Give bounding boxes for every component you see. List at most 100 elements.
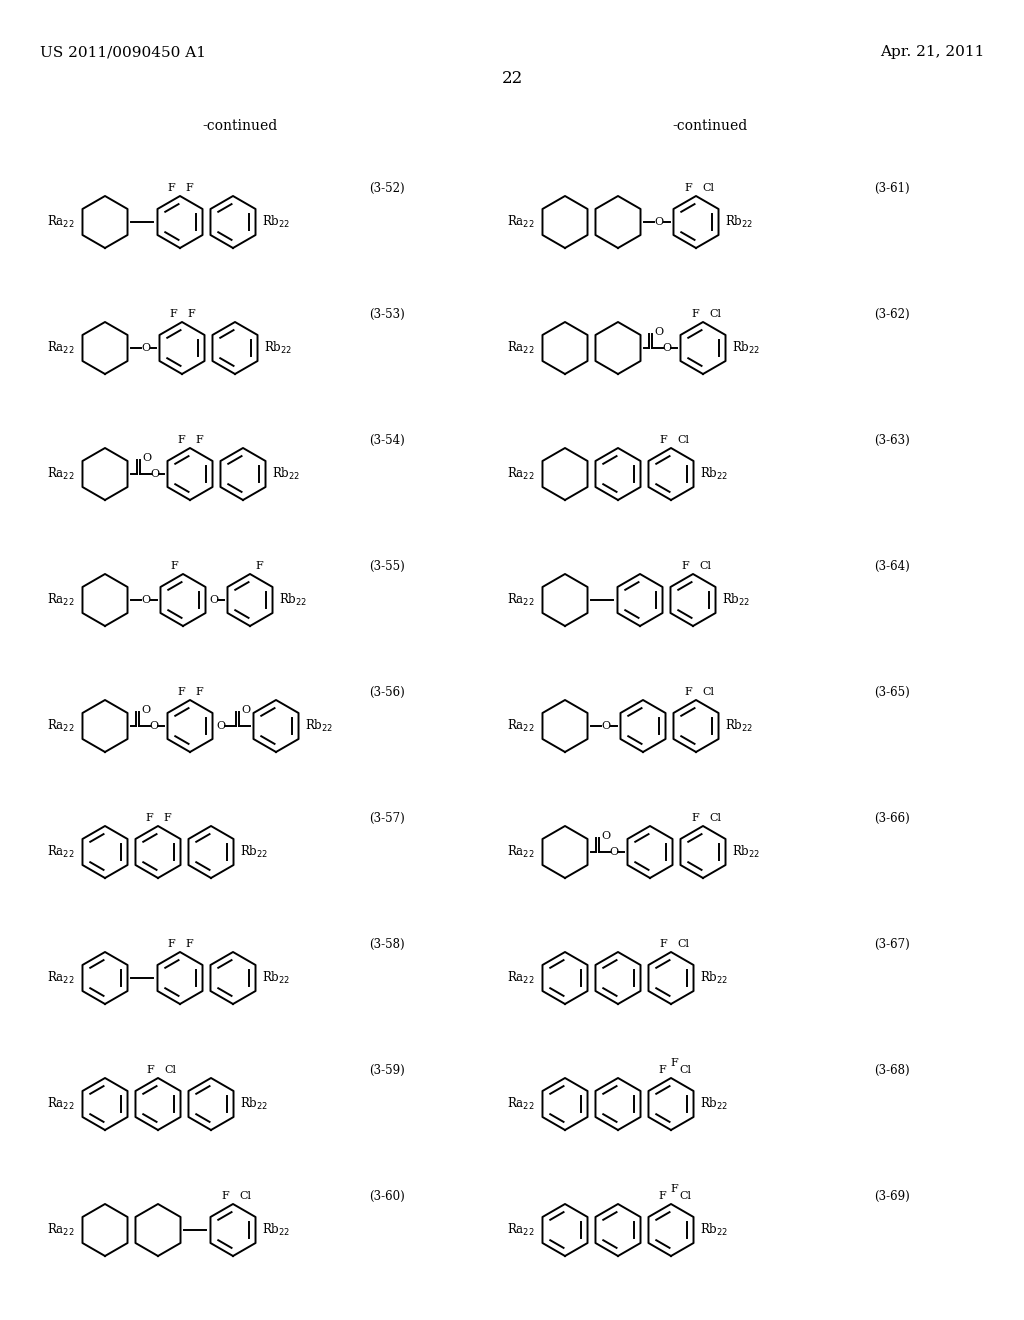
- Text: (3-56): (3-56): [370, 686, 406, 700]
- Text: O: O: [654, 216, 664, 227]
- Text: Rb$_{22}$: Rb$_{22}$: [700, 1222, 728, 1238]
- Text: F: F: [177, 436, 185, 445]
- Text: O: O: [141, 705, 151, 715]
- Text: F: F: [670, 1059, 678, 1068]
- Text: Ra$_{22}$: Ra$_{22}$: [507, 341, 535, 356]
- Text: F: F: [221, 1191, 229, 1201]
- Text: Ra$_{22}$: Ra$_{22}$: [47, 843, 75, 861]
- Text: (3-62): (3-62): [874, 308, 910, 321]
- Text: F: F: [659, 436, 667, 445]
- Text: Cl: Cl: [709, 813, 721, 822]
- Text: O: O: [601, 832, 610, 841]
- Text: Rb$_{22}$: Rb$_{22}$: [240, 1096, 268, 1111]
- Text: (3-55): (3-55): [370, 560, 406, 573]
- Text: O: O: [601, 721, 610, 731]
- Text: (3-61): (3-61): [874, 182, 910, 195]
- Text: (3-58): (3-58): [370, 939, 406, 950]
- Text: O: O: [663, 343, 672, 352]
- Text: Ra$_{22}$: Ra$_{22}$: [47, 970, 75, 986]
- Text: O: O: [151, 469, 160, 479]
- Text: Rb$_{22}$: Rb$_{22}$: [305, 718, 333, 734]
- Text: (3-66): (3-66): [874, 812, 910, 825]
- Text: Ra$_{22}$: Ra$_{22}$: [507, 591, 535, 609]
- Text: Ra$_{22}$: Ra$_{22}$: [47, 591, 75, 609]
- Text: Ra$_{22}$: Ra$_{22}$: [47, 214, 75, 230]
- Text: Ra$_{22}$: Ra$_{22}$: [507, 1222, 535, 1238]
- Text: (3-54): (3-54): [370, 434, 406, 447]
- Text: F: F: [177, 686, 185, 697]
- Text: F: F: [145, 813, 153, 822]
- Text: -continued: -continued: [673, 119, 748, 133]
- Text: (3-68): (3-68): [874, 1064, 910, 1077]
- Text: Rb$_{22}$: Rb$_{22}$: [722, 591, 751, 609]
- Text: F: F: [196, 436, 203, 445]
- Text: F: F: [659, 939, 667, 949]
- Text: F: F: [146, 1065, 154, 1074]
- Text: Apr. 21, 2011: Apr. 21, 2011: [880, 45, 984, 59]
- Text: (3-53): (3-53): [370, 308, 406, 321]
- Text: Rb$_{22}$: Rb$_{22}$: [279, 591, 307, 609]
- Text: O: O: [142, 453, 152, 463]
- Text: Rb$_{22}$: Rb$_{22}$: [732, 843, 760, 861]
- Text: F: F: [658, 1065, 666, 1074]
- Text: F: F: [684, 686, 692, 697]
- Text: Rb$_{22}$: Rb$_{22}$: [700, 970, 728, 986]
- Text: Ra$_{22}$: Ra$_{22}$: [507, 843, 535, 861]
- Text: Cl: Cl: [702, 686, 714, 697]
- Text: Rb$_{22}$: Rb$_{22}$: [700, 466, 728, 482]
- Text: Rb$_{22}$: Rb$_{22}$: [262, 970, 290, 986]
- Text: Cl: Cl: [702, 183, 714, 193]
- Text: F: F: [170, 561, 178, 572]
- Text: Ra$_{22}$: Ra$_{22}$: [507, 970, 535, 986]
- Text: Ra$_{22}$: Ra$_{22}$: [507, 718, 535, 734]
- Text: F: F: [185, 183, 193, 193]
- Text: Cl: Cl: [709, 309, 721, 319]
- Text: O: O: [141, 595, 151, 605]
- Text: O: O: [141, 343, 151, 352]
- Text: O: O: [150, 721, 159, 731]
- Text: (3-65): (3-65): [874, 686, 910, 700]
- Text: US 2011/0090450 A1: US 2011/0090450 A1: [40, 45, 206, 59]
- Text: (3-59): (3-59): [370, 1064, 406, 1077]
- Text: (3-63): (3-63): [874, 434, 910, 447]
- Text: Rb$_{22}$: Rb$_{22}$: [732, 341, 760, 356]
- Text: F: F: [196, 686, 203, 697]
- Text: (3-60): (3-60): [370, 1191, 406, 1203]
- Text: Ra$_{22}$: Ra$_{22}$: [47, 466, 75, 482]
- Text: F: F: [691, 309, 698, 319]
- Text: Rb$_{22}$: Rb$_{22}$: [272, 466, 300, 482]
- Text: F: F: [185, 939, 193, 949]
- Text: F: F: [187, 309, 195, 319]
- Text: Cl: Cl: [239, 1191, 251, 1201]
- Text: (3-57): (3-57): [370, 812, 406, 825]
- Text: Rb$_{22}$: Rb$_{22}$: [700, 1096, 728, 1111]
- Text: F: F: [255, 561, 263, 572]
- Text: Cl: Cl: [699, 561, 711, 572]
- Text: F: F: [169, 309, 177, 319]
- Text: Rb$_{22}$: Rb$_{22}$: [725, 214, 754, 230]
- Text: Rb$_{22}$: Rb$_{22}$: [725, 718, 754, 734]
- Text: -continued: -continued: [203, 119, 278, 133]
- Text: Ra$_{22}$: Ra$_{22}$: [47, 341, 75, 356]
- Text: Cl: Cl: [164, 1065, 176, 1074]
- Text: (3-52): (3-52): [370, 182, 406, 195]
- Text: O: O: [210, 595, 218, 605]
- Text: F: F: [163, 813, 171, 822]
- Text: Ra$_{22}$: Ra$_{22}$: [47, 1222, 75, 1238]
- Text: Ra$_{22}$: Ra$_{22}$: [47, 1096, 75, 1111]
- Text: O: O: [654, 327, 664, 337]
- Text: F: F: [681, 561, 689, 572]
- Text: Ra$_{22}$: Ra$_{22}$: [47, 718, 75, 734]
- Text: (3-69): (3-69): [874, 1191, 910, 1203]
- Text: F: F: [167, 939, 175, 949]
- Text: F: F: [167, 183, 175, 193]
- Text: Rb$_{22}$: Rb$_{22}$: [264, 341, 292, 356]
- Text: Cl: Cl: [679, 1065, 691, 1074]
- Text: (3-64): (3-64): [874, 560, 910, 573]
- Text: Ra$_{22}$: Ra$_{22}$: [507, 1096, 535, 1111]
- Text: 22: 22: [502, 70, 522, 87]
- Text: Ra$_{22}$: Ra$_{22}$: [507, 214, 535, 230]
- Text: Cl: Cl: [677, 939, 689, 949]
- Text: F: F: [684, 183, 692, 193]
- Text: F: F: [658, 1191, 666, 1201]
